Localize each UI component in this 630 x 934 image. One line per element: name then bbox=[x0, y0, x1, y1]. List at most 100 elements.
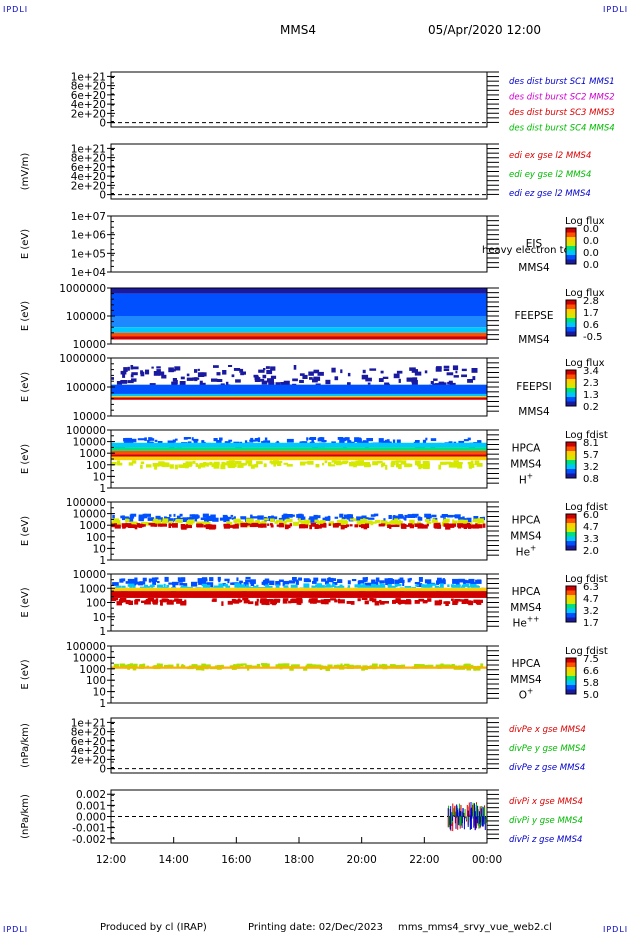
ytick-label: 8e+20 bbox=[71, 81, 106, 93]
spectrogram-speckle bbox=[183, 583, 188, 587]
spectrogram-speckle bbox=[347, 580, 351, 585]
colorbar-swatch bbox=[566, 685, 576, 690]
spectrogram-speckle bbox=[237, 598, 241, 602]
colorbar-tick: 5.7 bbox=[583, 450, 599, 461]
colorbar-tick: 6.6 bbox=[583, 666, 599, 677]
spectrogram-speckle bbox=[151, 585, 154, 589]
spectrogram-speckle bbox=[348, 516, 352, 520]
spectrogram-speckle bbox=[122, 374, 126, 378]
ytick-label: 10 bbox=[93, 612, 106, 624]
spectrogram-speckle bbox=[270, 516, 278, 520]
spectrogram-speckle bbox=[363, 525, 368, 530]
spectrogram-speckle bbox=[111, 525, 118, 528]
spectrogram-speckle bbox=[392, 600, 396, 604]
ytick-label: 0 bbox=[99, 764, 106, 776]
spectrogram-speckle bbox=[213, 585, 219, 589]
spectrogram-speckle bbox=[201, 663, 206, 668]
ytick-label: 10000 bbox=[73, 411, 106, 423]
spectrogram-speckle bbox=[227, 580, 230, 584]
species-label: O+ bbox=[519, 686, 534, 701]
colorbar-swatch bbox=[566, 397, 576, 402]
spectrogram-speckle bbox=[371, 521, 377, 524]
spectrogram-speckle bbox=[365, 577, 368, 581]
spectrogram-speckle bbox=[454, 514, 461, 519]
ytick-label: -0.002 bbox=[72, 834, 106, 846]
spectrogram-speckle bbox=[321, 578, 327, 582]
spectrogram-speckle bbox=[394, 583, 402, 587]
spectrogram-speckle bbox=[261, 441, 266, 445]
spacecraft-label: MMS4 bbox=[518, 406, 550, 418]
spectrogram-speckle bbox=[111, 377, 114, 380]
spectrogram-speckle bbox=[368, 520, 373, 525]
spectrogram-speckle bbox=[346, 601, 352, 604]
colorbar-swatch bbox=[566, 327, 576, 332]
colorbar-swatch bbox=[566, 617, 576, 623]
spectrogram-speckle bbox=[396, 370, 403, 374]
spectrogram-speckle bbox=[248, 462, 252, 467]
spectrogram-speckle bbox=[477, 518, 484, 523]
ytick-label: 0.000 bbox=[76, 812, 106, 824]
spectrogram-speckle bbox=[167, 518, 174, 523]
spectrogram-speckle bbox=[160, 523, 167, 527]
spectrogram-speckle bbox=[466, 517, 472, 523]
spectrogram-speckle bbox=[347, 372, 351, 377]
spectrogram-speckle bbox=[315, 524, 322, 529]
spectrogram-speckle bbox=[311, 585, 314, 589]
ylabel: (nPa/km) bbox=[20, 723, 31, 768]
ylabel: E (eV) bbox=[20, 229, 31, 259]
spectrogram-speckle bbox=[328, 464, 336, 467]
spectrogram-speckle bbox=[318, 585, 325, 589]
spectrogram-speckle bbox=[461, 518, 467, 521]
colorbar-swatch bbox=[566, 246, 576, 251]
spectrogram-speckle bbox=[194, 369, 198, 373]
spectrogram-speckle bbox=[351, 461, 356, 467]
spectrogram-speckle bbox=[299, 379, 304, 383]
spectrogram-speckle bbox=[181, 517, 189, 521]
spectrogram-speckle bbox=[375, 577, 380, 582]
spectrogram-speckle bbox=[149, 584, 155, 588]
xtick-label: 14:00 bbox=[159, 854, 189, 866]
spectrogram-bands bbox=[111, 437, 487, 470]
spectrogram-speckle bbox=[431, 519, 438, 523]
spectrogram-speckle bbox=[176, 598, 183, 604]
colorbar-swatch bbox=[566, 464, 576, 470]
spectrogram-speckle bbox=[468, 600, 474, 606]
colorbar-swatch bbox=[566, 658, 576, 663]
spectrogram-speckle bbox=[239, 368, 244, 373]
colorbar-swatch bbox=[566, 259, 576, 265]
spectrogram-speckle bbox=[159, 599, 164, 602]
spectrogram-speckle bbox=[390, 462, 395, 468]
spectrogram-speckle bbox=[332, 582, 338, 585]
spectrogram-speckle bbox=[382, 601, 389, 604]
ytick-label: 6e+20 bbox=[71, 736, 106, 748]
spectrogram-speckle bbox=[116, 522, 122, 526]
panel-feepse: 1000000 100000 10000 E (eV) FEEPSE MMS4 Log fl… bbox=[20, 283, 605, 351]
spectrogram-speckle bbox=[254, 601, 259, 606]
spectrogram-speckle bbox=[213, 365, 219, 368]
spectrogram-speckle bbox=[299, 525, 305, 529]
ytick-label: 2e+20 bbox=[71, 754, 106, 766]
spectrogram-speckle bbox=[397, 463, 402, 468]
ytick-label: 1 bbox=[99, 698, 106, 710]
spectrogram-speckle bbox=[398, 378, 401, 383]
spectrogram-speckle bbox=[395, 522, 402, 526]
spectrogram-speckle bbox=[438, 464, 442, 470]
spectrogram-speckle bbox=[247, 521, 253, 525]
spectrogram-speckle bbox=[347, 585, 351, 589]
spectrogram-speckle bbox=[289, 523, 293, 527]
spectrogram-speckle bbox=[111, 598, 119, 601]
spectrogram-speckle bbox=[361, 598, 368, 600]
spectrogram-speckle bbox=[140, 464, 143, 469]
colorbar-title: Log flux bbox=[565, 358, 605, 369]
ytick-label: 1 bbox=[99, 483, 106, 495]
spectrogram-speckle bbox=[415, 584, 419, 587]
spectrogram-speckle bbox=[130, 365, 134, 370]
spectrogram-speckle bbox=[243, 582, 248, 587]
spectrogram-speckle bbox=[125, 437, 132, 443]
spectrogram-speckle bbox=[262, 374, 267, 379]
spectrogram-speckle bbox=[419, 664, 425, 667]
ytick-label: 1 bbox=[99, 555, 106, 567]
ytick-label: 1e+05 bbox=[71, 248, 106, 260]
spectrogram-speckle bbox=[316, 515, 321, 519]
spectrogram-speckle bbox=[240, 584, 246, 589]
